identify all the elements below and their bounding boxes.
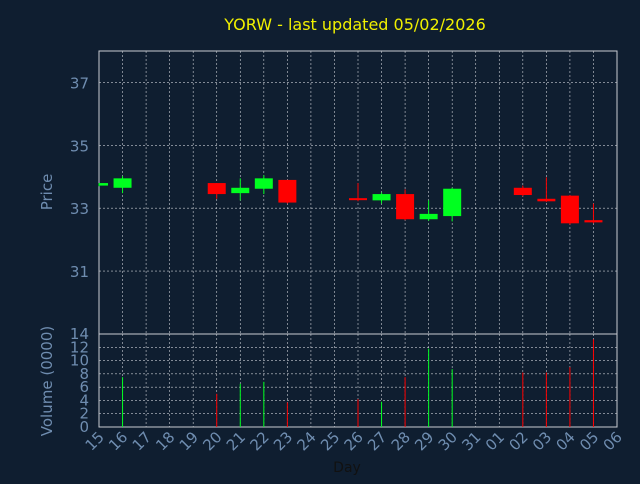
price-panel: 31 33 35 37 bbox=[70, 50, 618, 335]
candle-body bbox=[113, 178, 132, 188]
x-tick-label: 17 bbox=[129, 428, 155, 454]
x-tick-label: 26 bbox=[341, 428, 367, 454]
x-tick-label: 28 bbox=[388, 428, 414, 454]
x-tick-label: 27 bbox=[364, 428, 390, 454]
candle-body bbox=[372, 194, 391, 201]
candle-body bbox=[231, 187, 250, 194]
x-tick-label: 19 bbox=[176, 428, 202, 454]
x-tick-label: 29 bbox=[411, 428, 437, 454]
price-tick-label: 37 bbox=[70, 74, 89, 92]
candle-body bbox=[349, 198, 367, 201]
candle-body bbox=[278, 179, 297, 203]
x-tick-label: 23 bbox=[270, 428, 296, 454]
volume-tick-label: 8 bbox=[79, 365, 89, 383]
volume-tick-label: 10 bbox=[70, 352, 89, 370]
x-tick-label: 03 bbox=[529, 428, 555, 454]
volume-tick-label: 4 bbox=[79, 391, 89, 409]
x-tick-label: 04 bbox=[553, 428, 579, 454]
price-axis-label: Price bbox=[38, 174, 56, 211]
candle-body bbox=[207, 183, 226, 195]
candle-body bbox=[396, 194, 415, 220]
candle-body bbox=[584, 220, 603, 223]
x-tick-label: 21 bbox=[223, 428, 249, 454]
x-axis-label: Day bbox=[333, 460, 361, 476]
candle-body bbox=[537, 198, 556, 202]
x-tick-label: 18 bbox=[152, 428, 178, 454]
x-tick-label: 01 bbox=[482, 428, 508, 454]
volume-tick-label: 0 bbox=[79, 418, 89, 436]
volume-tick-label: 12 bbox=[70, 338, 89, 356]
x-tick-label: 30 bbox=[435, 428, 461, 454]
x-tick-label: 16 bbox=[105, 428, 131, 454]
price-tick-label: 35 bbox=[70, 137, 89, 155]
x-tick-label: 05 bbox=[576, 428, 602, 454]
candle-body bbox=[560, 195, 579, 224]
volume-tick-label: 2 bbox=[79, 405, 89, 423]
candle-body bbox=[99, 183, 108, 186]
volume-tick-label: 6 bbox=[79, 378, 89, 396]
candle-body bbox=[419, 213, 438, 220]
x-tick-labels: 1516171819202122232425262728293031010203… bbox=[82, 428, 626, 454]
volume-axis-label: Volume (0000) bbox=[38, 326, 56, 436]
price-tick-label: 33 bbox=[70, 200, 89, 218]
price-tick-label: 31 bbox=[70, 263, 89, 281]
x-tick-label: 20 bbox=[199, 428, 225, 454]
candle-body bbox=[254, 178, 273, 189]
volume-tick-label: 14 bbox=[70, 325, 89, 343]
candle-body bbox=[513, 187, 532, 196]
candle-body bbox=[443, 188, 462, 217]
x-tick-label: 31 bbox=[458, 428, 484, 454]
x-tick-label: 24 bbox=[294, 428, 320, 454]
chart-title: YORW - last updated 05/02/2026 bbox=[223, 15, 486, 34]
x-tick-label: 02 bbox=[505, 428, 531, 454]
x-tick-label: 25 bbox=[317, 428, 343, 454]
x-tick-label: 06 bbox=[600, 428, 626, 454]
x-tick-label: 22 bbox=[246, 428, 272, 454]
